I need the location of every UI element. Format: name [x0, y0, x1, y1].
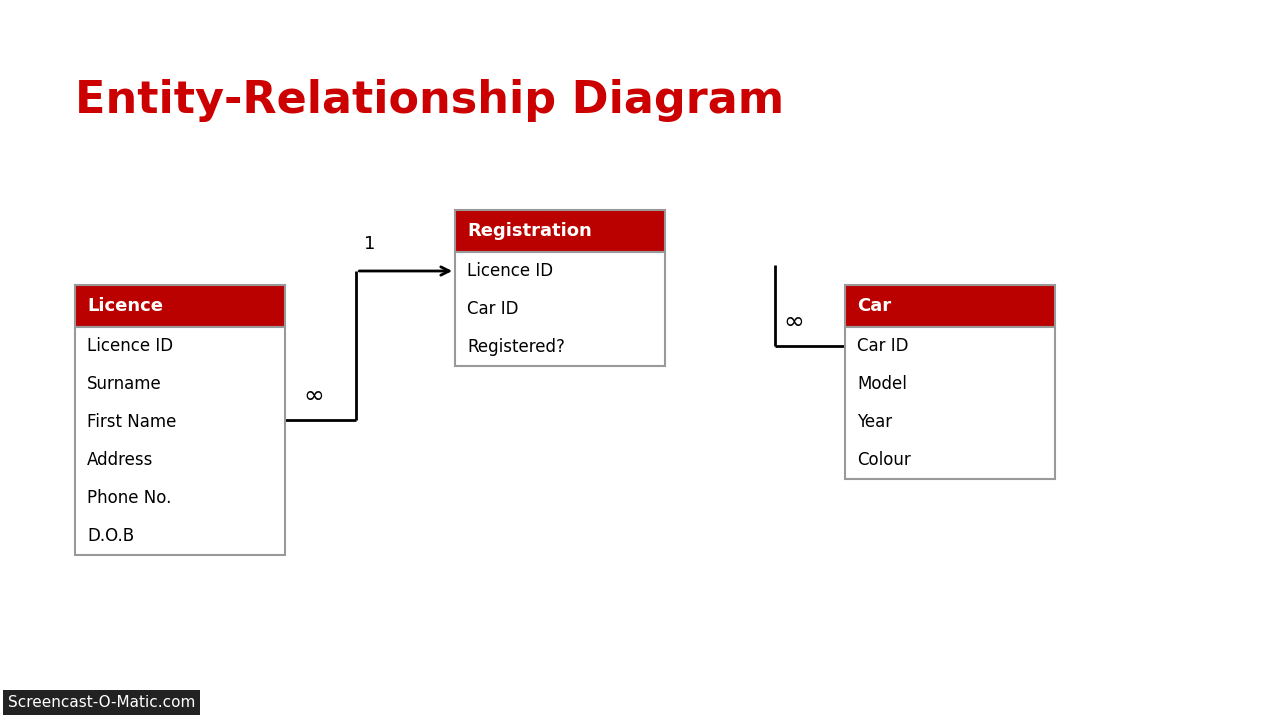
- Text: Registration: Registration: [467, 222, 591, 240]
- Bar: [454, 210, 666, 252]
- Text: Model: Model: [858, 375, 906, 393]
- Bar: [454, 252, 666, 366]
- Text: Licence ID: Licence ID: [87, 337, 173, 355]
- Text: Entity-Relationship Diagram: Entity-Relationship Diagram: [76, 78, 785, 122]
- Text: D.O.B: D.O.B: [87, 527, 134, 545]
- Text: Car ID: Car ID: [858, 337, 909, 355]
- Text: Car: Car: [858, 297, 891, 315]
- Text: 1: 1: [365, 235, 376, 253]
- Bar: [76, 327, 285, 555]
- Text: Licence ID: Licence ID: [467, 262, 553, 280]
- Text: Year: Year: [858, 413, 892, 431]
- Bar: [76, 285, 285, 327]
- Text: ∞: ∞: [783, 310, 804, 334]
- Text: Screencast-O-Matic.com: Screencast-O-Matic.com: [8, 695, 196, 710]
- Text: Car ID: Car ID: [467, 300, 518, 318]
- Text: Colour: Colour: [858, 451, 911, 469]
- Text: Registered?: Registered?: [467, 338, 564, 356]
- Text: Surname: Surname: [87, 375, 161, 393]
- Text: Licence: Licence: [87, 297, 163, 315]
- Bar: [845, 327, 1055, 479]
- Text: ∞: ∞: [303, 384, 324, 408]
- Text: Address: Address: [87, 451, 154, 469]
- Text: Phone No.: Phone No.: [87, 489, 172, 507]
- Text: First Name: First Name: [87, 413, 177, 431]
- Bar: [845, 285, 1055, 327]
